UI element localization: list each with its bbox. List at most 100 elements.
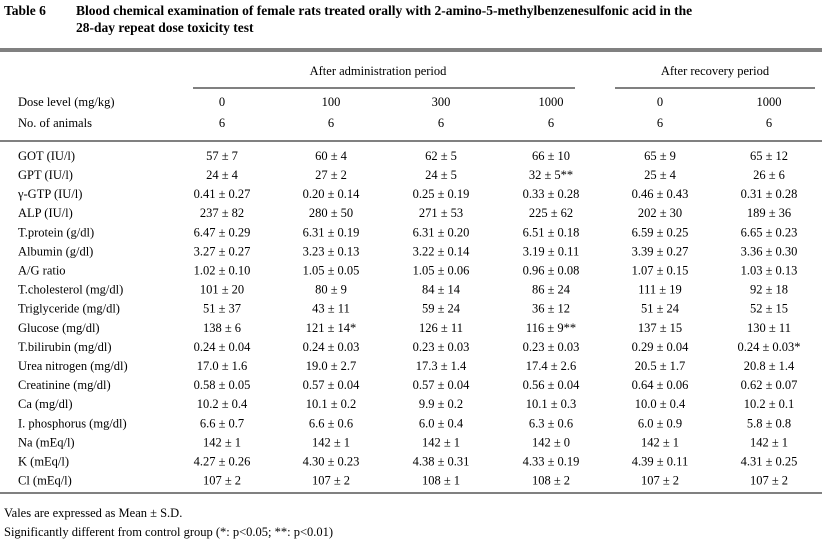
cell-value: 84 ± 14	[422, 283, 461, 297]
cell-value: 3.27 ± 0.27	[194, 244, 251, 258]
cell-value: 6.0 ± 0.4	[419, 416, 464, 430]
cell-value: 80 ± 9	[315, 283, 347, 297]
cell-value: 0.57 ± 0.04	[413, 378, 471, 392]
cell-value: 4.31 ± 0.25	[741, 454, 798, 468]
cell-value: 26 ± 6	[753, 168, 785, 182]
cell-value: 0.23 ± 0.03	[413, 340, 470, 354]
row-label: GOT (IU/l)	[18, 149, 75, 163]
table-title-line: 28-day repeat dose toxicity test	[76, 20, 254, 35]
cell-value: 24 ± 4	[206, 168, 239, 182]
cell-value: 6.59 ± 0.25	[632, 225, 689, 239]
cell-value: 6.6 ± 0.7	[200, 416, 244, 430]
row-label: T.protein (g/dl)	[18, 225, 94, 239]
cell-value: 4.39 ± 0.11	[632, 454, 688, 468]
cell-value: 60 ± 4	[315, 149, 348, 163]
cell-value: 27 ± 2	[315, 168, 347, 182]
animal-count: 6	[328, 116, 334, 130]
cell-value: 20.5 ± 1.7	[635, 359, 686, 373]
cell-value: 142 ± 0	[532, 435, 570, 449]
cell-value: 57 ± 7	[206, 149, 238, 163]
cell-value: 17.3 ± 1.4	[416, 359, 467, 373]
group-header: After recovery period	[661, 64, 770, 78]
footnote: Vales are expressed as Mean ± S.D.	[4, 506, 182, 520]
cell-value: 0.24 ± 0.03	[303, 340, 360, 354]
cell-value: 65 ± 9	[644, 149, 676, 163]
cell-value: 1.02 ± 0.10	[194, 263, 251, 277]
cell-value: 121 ± 14*	[306, 321, 357, 335]
cell-value: 3.23 ± 0.13	[303, 244, 360, 258]
cell-value: 202 ± 30	[638, 206, 682, 220]
cell-value: 6.51 ± 0.18	[523, 225, 580, 239]
cell-value: 0.20 ± 0.14	[303, 187, 361, 201]
row-label: Na (mEq/l)	[18, 435, 75, 449]
animal-count: 6	[219, 116, 225, 130]
cell-value: 20.8 ± 1.4	[744, 359, 795, 373]
cell-value: 4.27 ± 0.26	[194, 454, 251, 468]
cell-value: 3.19 ± 0.11	[523, 244, 579, 258]
cell-value: 17.4 ± 2.6	[526, 359, 577, 373]
cell-value: 107 ± 2	[203, 474, 241, 488]
cell-value: 10.2 ± 0.1	[744, 397, 795, 411]
row-label: Creatinine (mg/dl)	[18, 378, 111, 392]
cell-value: 10.0 ± 0.4	[635, 397, 686, 411]
footnote: Significantly different from control gro…	[4, 525, 333, 539]
cell-value: 0.57 ± 0.04	[303, 378, 361, 392]
cell-value: 51 ± 37	[203, 302, 241, 316]
cell-value: 86 ± 24	[532, 283, 571, 297]
cell-value: 6.31 ± 0.20	[413, 225, 470, 239]
cell-value: 3.22 ± 0.14	[413, 244, 471, 258]
cell-value: 24 ± 5	[425, 168, 457, 182]
cell-value: 66 ± 10	[532, 149, 570, 163]
cell-value: 0.41 ± 0.27	[194, 187, 251, 201]
row-label: No. of animals	[18, 116, 92, 130]
animal-count: 6	[657, 116, 663, 130]
cell-value: 107 ± 2	[750, 474, 788, 488]
cell-value: 65 ± 12	[750, 149, 788, 163]
dose-value: 1000	[539, 95, 564, 109]
cell-value: 6.3 ± 0.6	[529, 416, 573, 430]
row-label: Glucose (mg/dl)	[18, 321, 100, 335]
cell-value: 142 ± 1	[422, 435, 460, 449]
cell-value: 6.0 ± 0.9	[638, 416, 682, 430]
cell-value: 6.47 ± 0.29	[194, 225, 251, 239]
cell-value: 51 ± 24	[641, 302, 680, 316]
cell-value: 3.39 ± 0.27	[632, 244, 689, 258]
cell-value: 1.05 ± 0.06	[413, 263, 470, 277]
cell-value: 108 ± 1	[422, 474, 460, 488]
cell-value: 0.29 ± 0.04	[632, 340, 690, 354]
cell-value: 107 ± 2	[312, 474, 350, 488]
cell-value: 6.31 ± 0.19	[303, 225, 360, 239]
row-label: Urea nitrogen (mg/dl)	[18, 359, 128, 373]
cell-value: 1.03 ± 0.13	[741, 263, 798, 277]
animal-count: 6	[766, 116, 772, 130]
dose-value: 300	[432, 95, 451, 109]
row-label: GPT (IU/l)	[18, 168, 73, 182]
table-label: Table 6	[4, 3, 46, 18]
row-label: K (mEq/l)	[18, 454, 69, 468]
cell-value: 36 ± 12	[532, 302, 570, 316]
cell-value: 59 ± 24	[422, 302, 461, 316]
cell-value: 0.25 ± 0.19	[413, 187, 470, 201]
cell-value: 92 ± 18	[750, 283, 788, 297]
cell-value: 271 ± 53	[419, 206, 463, 220]
cell-value: 0.58 ± 0.05	[194, 378, 251, 392]
row-label: Dose level (mg/kg)	[18, 95, 115, 109]
cell-value: 1.05 ± 0.05	[303, 263, 360, 277]
cell-value: 130 ± 11	[747, 321, 791, 335]
row-label: I. phosphorus (mg/dl)	[18, 416, 127, 430]
dose-value: 1000	[757, 95, 782, 109]
cell-value: 0.23 ± 0.03	[523, 340, 580, 354]
cell-value: 25 ± 4	[644, 168, 677, 182]
cell-value: 0.31 ± 0.28	[741, 187, 798, 201]
cell-value: 10.1 ± 0.2	[306, 397, 357, 411]
cell-value: 0.33 ± 0.28	[523, 187, 580, 201]
cell-value: 3.36 ± 0.30	[741, 244, 798, 258]
cell-value: 280 ± 50	[309, 206, 353, 220]
cell-value: 0.64 ± 0.06	[632, 378, 689, 392]
cell-value: 6.6 ± 0.6	[309, 416, 353, 430]
row-label: T.cholesterol (mg/dl)	[18, 283, 123, 297]
cell-value: 43 ± 11	[312, 302, 350, 316]
cell-value: 17.0 ± 1.6	[197, 359, 248, 373]
cell-value: 52 ± 15	[750, 302, 788, 316]
animal-count: 6	[438, 116, 444, 130]
